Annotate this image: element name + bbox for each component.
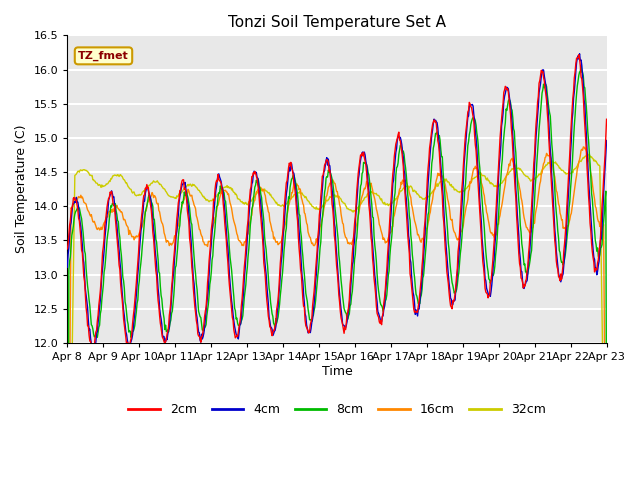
X-axis label: Time: Time (321, 365, 353, 378)
Y-axis label: Soil Temperature (C): Soil Temperature (C) (15, 125, 28, 253)
Legend: 2cm, 4cm, 8cm, 16cm, 32cm: 2cm, 4cm, 8cm, 16cm, 32cm (124, 398, 550, 421)
Title: Tonzi Soil Temperature Set A: Tonzi Soil Temperature Set A (228, 15, 446, 30)
Text: TZ_fmet: TZ_fmet (78, 51, 129, 61)
